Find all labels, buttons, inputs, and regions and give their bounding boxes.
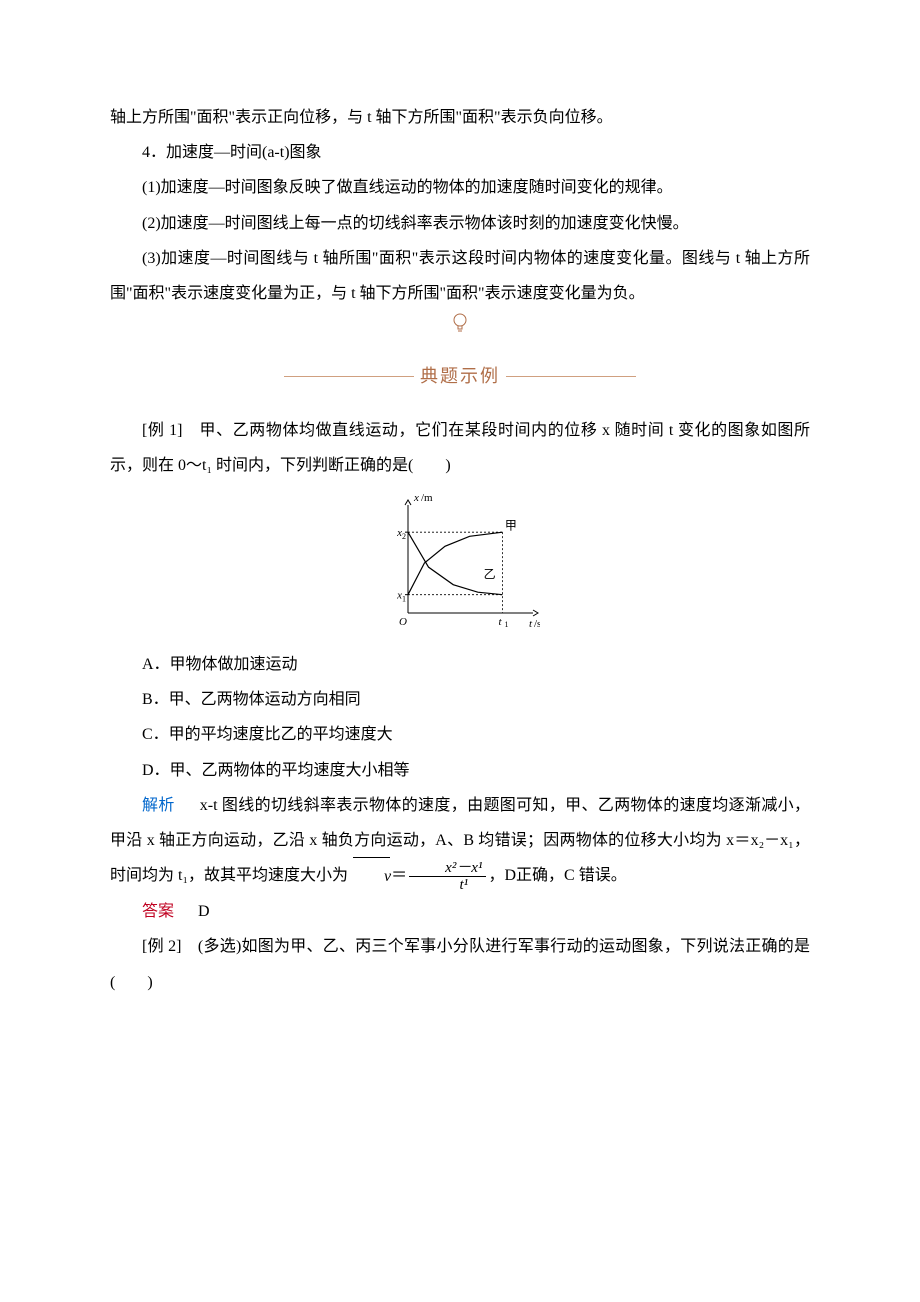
paragraph: (3)加速度—时间图线与 t 轴所围"面积"表示这段时间内物体的速度变化量。图线…: [110, 241, 810, 311]
analysis-text-b: ，D正确，C 错误。: [488, 867, 626, 884]
svg-text:甲: 甲: [505, 519, 517, 533]
text: (1)加速度—时间图象反映了做直线运动的物体的加速度随时间变化的规律。: [142, 179, 673, 196]
svg-text:乙: 乙: [484, 567, 496, 581]
fraction: x²－x¹t¹: [409, 860, 486, 894]
analysis-label: 解析: [142, 797, 175, 814]
fraction-numerator: x²－x¹: [409, 860, 486, 878]
svg-text:x: x: [413, 493, 419, 504]
svg-text:t: t: [498, 616, 502, 628]
figure-xt-graph: x1x2甲乙x/mt/sOt1: [110, 493, 810, 633]
option-d: D．甲、乙两物体的平均速度大小相等: [110, 753, 810, 788]
paragraph: 轴上方所围"面积"表示正向位移，与 t 轴下方所围"面积"表示负向位移。: [110, 100, 810, 135]
svg-text:/m: /m: [421, 493, 433, 504]
v-bar: v: [352, 859, 391, 894]
paragraph-heading: 4．加速度—时间(a-t)图象: [110, 135, 810, 170]
text: A．甲物体做加速运动: [142, 656, 298, 673]
svg-text:1: 1: [402, 595, 406, 604]
option-c: C．甲的平均速度比乙的平均速度大: [110, 717, 810, 752]
svg-text:O: O: [399, 616, 407, 628]
text: 4．加速度—时间(a-t)图象: [142, 144, 322, 161]
svg-text:t: t: [529, 618, 533, 630]
option-a: A．甲物体做加速运动: [110, 647, 810, 682]
text: [例 1] 甲、乙两物体均做直线运动，它们在某段时间内的位移 x 随时间 t 变…: [110, 422, 810, 474]
answer: 答案 D: [110, 894, 810, 929]
text: C．甲的平均速度比乙的平均速度大: [142, 726, 393, 743]
svg-text:/s: /s: [534, 618, 540, 630]
divider-line-left: [284, 376, 414, 377]
paragraph: (2)加速度—时间图线上每一点的切线斜率表示物体该时刻的加速度变化快慢。: [110, 206, 810, 241]
divider-label: 典题示例: [414, 357, 506, 397]
svg-text:2: 2: [402, 532, 406, 541]
text: B．甲、乙两物体运动方向相同: [142, 691, 361, 708]
answer-value: D: [198, 903, 210, 920]
svg-text:1: 1: [504, 620, 508, 629]
text: 轴上方所围"面积"表示正向位移，与 t 轴下方所围"面积"表示负向位移。: [110, 109, 613, 126]
example-stem: [例 1] 甲、乙两物体均做直线运动，它们在某段时间内的位移 x 随时间 t 变…: [110, 413, 810, 483]
document-page: 轴上方所围"面积"表示正向位移，与 t 轴下方所围"面积"表示负向位移。 4．加…: [0, 0, 920, 1080]
fraction-denominator: t¹: [409, 877, 486, 894]
paragraph: (1)加速度—时间图象反映了做直线运动的物体的加速度随时间变化的规律。: [110, 170, 810, 205]
divider-line-right: [506, 376, 636, 377]
answer-label: 答案: [142, 903, 174, 920]
text: (2)加速度—时间图线上每一点的切线斜率表示物体该时刻的加速度变化快慢。: [142, 215, 689, 232]
example-stem-2: [例 2] (多选)如图为甲、乙、丙三个军事小分队进行军事行动的运动图象，下列说…: [110, 929, 810, 999]
text: [例 2] (多选)如图为甲、乙、丙三个军事小分队进行军事行动的运动图象，下列说…: [110, 938, 810, 990]
text: D．甲、乙两物体的平均速度大小相等: [142, 762, 410, 779]
xt-chart-svg: x1x2甲乙x/mt/sOt1: [380, 493, 540, 633]
section-divider: 典题示例: [110, 311, 810, 397]
option-b: B．甲、乙两物体运动方向相同: [110, 682, 810, 717]
eq-sign: ＝: [391, 867, 407, 884]
analysis: 解析 x-t 图线的切线斜率表示物体的速度，由题图可知，甲、乙两物体的速度均逐渐…: [110, 788, 810, 894]
text: (3)加速度—时间图线与 t 轴所围"面积"表示这段时间内物体的速度变化量。图线…: [110, 250, 810, 302]
lightbulb-icon: [451, 311, 469, 335]
